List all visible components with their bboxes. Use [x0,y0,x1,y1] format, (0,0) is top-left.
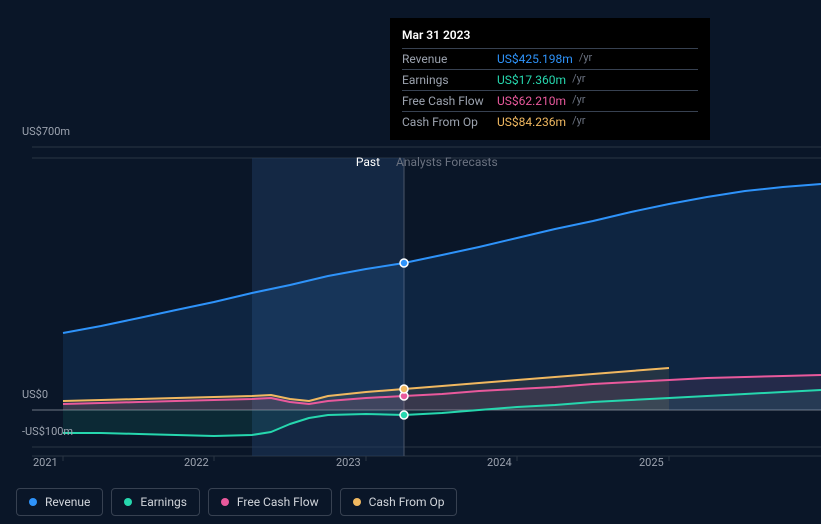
legend-dot-icon [221,498,229,506]
tooltip-row-earnings: EarningsUS$17.360m/yr [402,69,698,90]
hover-tooltip: Mar 31 2023 RevenueUS$425.198m/yrEarning… [390,18,710,140]
legend-item-cfo[interactable]: Cash From Op [340,488,458,516]
legend-label: Earnings [140,495,187,509]
chart-legend: Revenue Earnings Free Cash Flow Cash From O… [16,488,457,516]
legend-label: Cash From Op [369,495,445,509]
legend-dot-icon [29,498,37,506]
tooltip-metric-value: US$17.360m [497,71,566,89]
x-axis-label: 2022 [184,456,209,469]
tooltip-row-revenue: RevenueUS$425.198m/yr [402,48,698,69]
x-axis-label: 2021 [33,456,58,469]
tooltip-metric-unit: /yr [572,71,585,89]
tooltip-metric-value: US$425.198m [497,50,573,68]
y-axis-label: US$0 [22,388,48,401]
y-axis-label: US$700m [22,125,70,138]
tooltip-date: Mar 31 2023 [402,26,698,44]
tooltip-metric-label: Free Cash Flow [402,92,497,110]
tooltip-metric-value: US$84.236m [497,113,566,131]
past-section-label: Past [356,155,380,169]
tooltip-metric-label: Revenue [402,50,497,68]
legend-item-revenue[interactable]: Revenue [16,488,103,516]
forecast-section-label: Analysts Forecasts [396,155,498,169]
tooltip-metric-label: Cash From Op [402,113,497,131]
tooltip-metric-unit: /yr [579,50,592,68]
x-axis-label: 2024 [487,456,512,469]
x-axis-label: 2025 [639,456,664,469]
tooltip-metric-unit: /yr [572,113,585,131]
legend-dot-icon [353,498,361,506]
tooltip-metric-value: US$62.210m [497,92,566,110]
legend-item-fcf[interactable]: Free Cash Flow [208,488,332,516]
tooltip-row-cfo: Cash From OpUS$84.236m/yr [402,111,698,132]
tooltip-metric-label: Earnings [402,71,497,89]
y-axis-label: -US$100m [22,425,73,438]
legend-dot-icon [124,498,132,506]
tooltip-row-fcf: Free Cash FlowUS$62.210m/yr [402,90,698,111]
legend-label: Revenue [45,495,90,509]
x-axis-label: 2023 [336,456,361,469]
legend-item-earnings[interactable]: Earnings [111,488,200,516]
tooltip-metric-unit: /yr [572,92,585,110]
legend-label: Free Cash Flow [237,495,319,509]
